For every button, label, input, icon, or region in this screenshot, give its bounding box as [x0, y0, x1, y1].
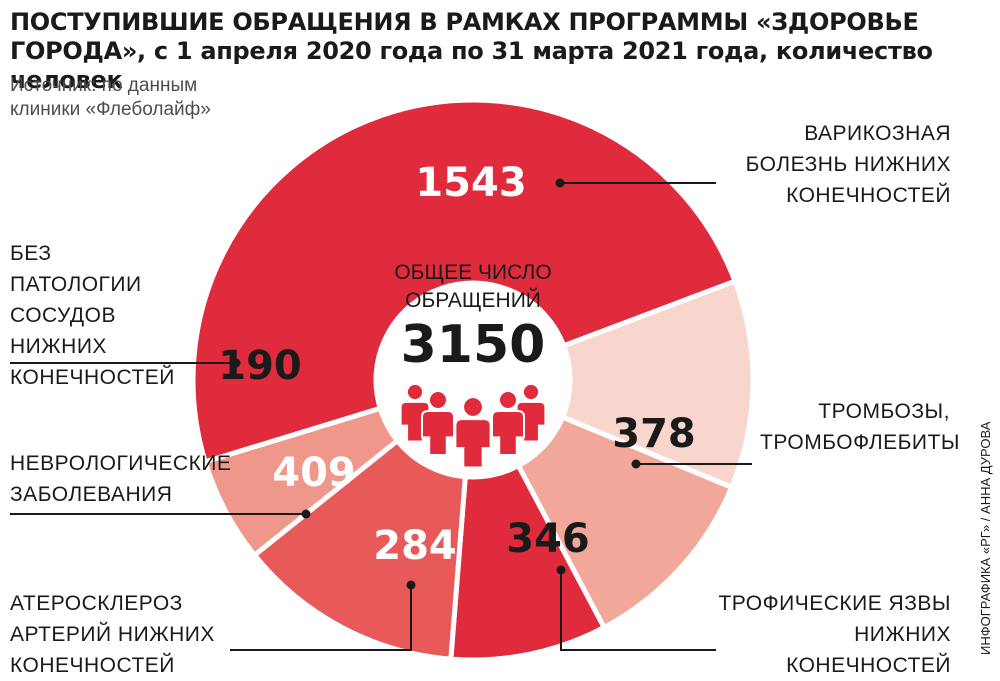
- source-note: Источник: по данным клиники «Флеболайф»: [10, 75, 211, 120]
- slice-atherosclerosis: [448, 462, 608, 663]
- slice-varicose: [190, 97, 739, 465]
- slice-no_pathology: [202, 405, 401, 559]
- slice-value-ulcers: 346: [506, 516, 590, 562]
- center-total: 3150: [401, 315, 546, 375]
- slice-value-atherosclerosis: 284: [373, 523, 457, 569]
- leader-line-atherosclerosis: [230, 585, 412, 651]
- slice-label-no-pathology: БЕЗ ПАТОЛОГИИ СОСУДОВ НИЖНИХ КОНЕЧНОСТЕЙ: [10, 242, 175, 389]
- leader-line-ulcers: [560, 570, 716, 651]
- leader-dot-thrombosis: [631, 459, 641, 469]
- chart-title: ПОСТУПИВШИЕ ОБРАЩЕНИЯ В РАМКАХ ПРОГРАММЫ…: [10, 8, 933, 94]
- slice-label-varicose: ВАРИКОЗНАЯ БОЛЕЗНЬ НИЖНИХ КОНЕЧНОСТЕЙ: [745, 122, 951, 207]
- slice-value-neuro: 409: [272, 450, 356, 496]
- slice-label-thrombosis: ТРОМБОЗЫ, ТРОМБОФЛЕБИТЫ: [760, 400, 960, 454]
- donut-chart: 1543 378 346 284 409 190 ОБЩЕЕ ЧИСЛО ОБРАЩЕНИЙ 3…: [10, 97, 753, 663]
- slice-label-neurological: НЕВРОЛОГИЧЕСКИЕ ЗАБОЛЕВАНИЯ: [10, 452, 232, 506]
- infographic-credit: ИНФОГРАФИКА «РГ» / АННА ДУРОВА: [978, 421, 993, 655]
- slice-value-no_pathology: 190: [218, 343, 302, 389]
- center-caption-line-1: ОБЩЕЕ ЧИСЛО: [394, 261, 551, 284]
- slice-neuro: [251, 437, 469, 662]
- slice-label-atherosclerosis: АТЕРОСКЛЕРОЗ АРТЕРИЙ НИЖНИХ КОНЕЧНОСТЕЙ: [10, 592, 215, 677]
- leader-dot-ulcers: [556, 565, 566, 575]
- center-caption-line-2: ОБРАЩЕНИЙ: [405, 288, 541, 312]
- slice-value-varicose: 1543: [415, 160, 526, 206]
- leader-dot-neuro: [301, 509, 311, 519]
- slice-ulcers: [515, 413, 735, 631]
- people-group-icon: [399, 382, 547, 469]
- slice-label-ulcers: ТРОФИЧЕСКИЕ ЯЗВЫ НИЖНИХ КОНЕЧНОСТЕЙ: [718, 592, 951, 677]
- slice-value-thrombosis: 378: [612, 411, 696, 457]
- leader-dot-no_pathology: [231, 358, 241, 368]
- leader-dot-atherosclerosis: [406, 580, 416, 590]
- leader-dot-varicose: [555, 178, 565, 188]
